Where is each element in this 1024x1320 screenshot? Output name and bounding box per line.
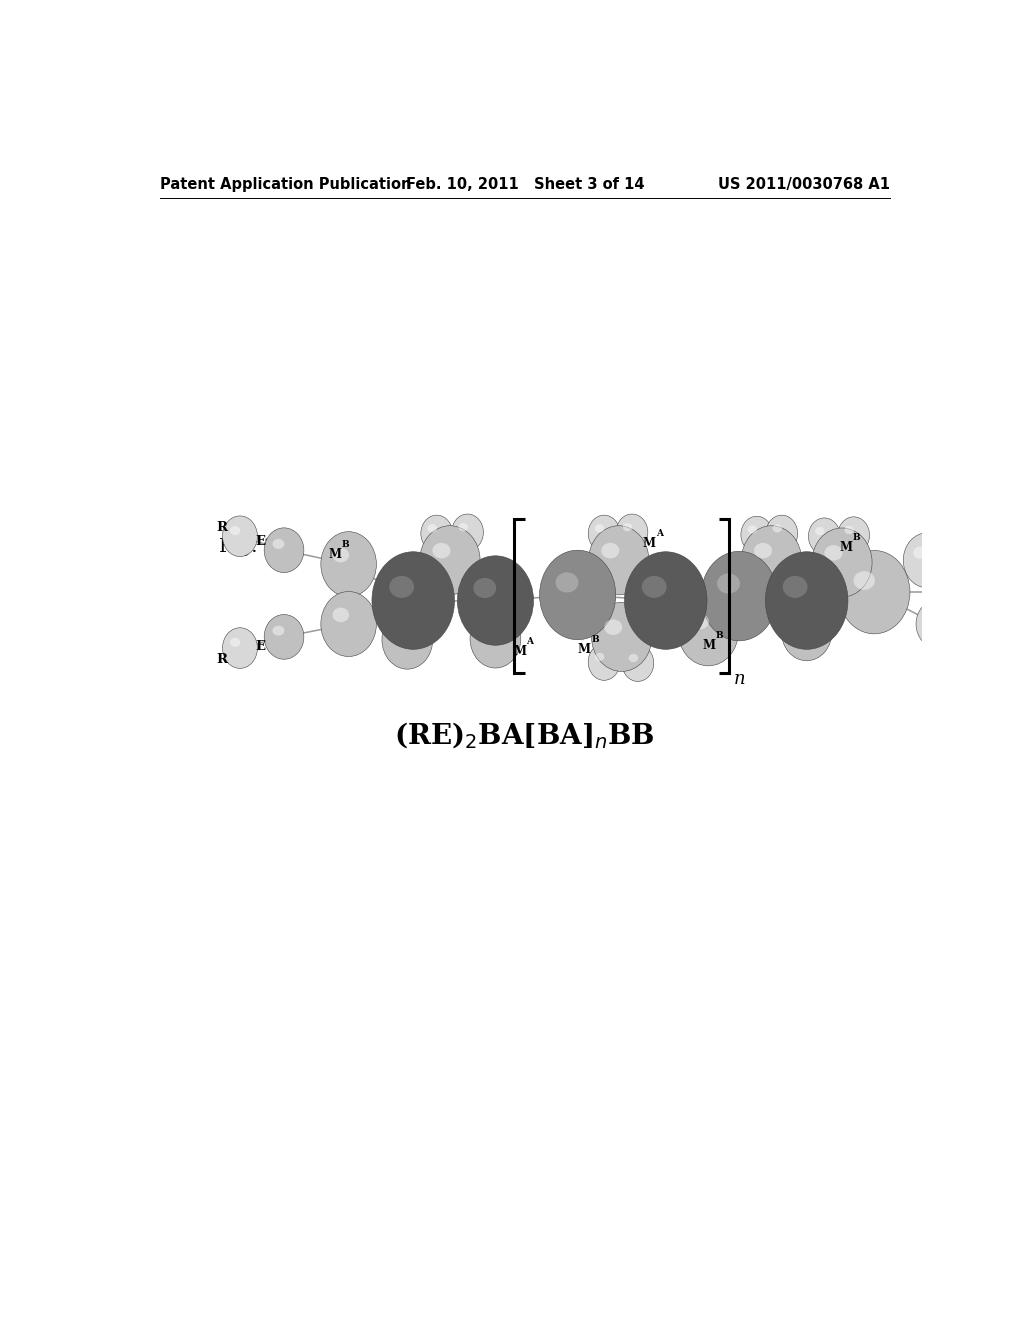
Ellipse shape: [625, 552, 707, 649]
Text: R: R: [217, 521, 228, 535]
Ellipse shape: [595, 524, 604, 532]
Ellipse shape: [372, 552, 455, 649]
Ellipse shape: [839, 550, 910, 634]
Ellipse shape: [701, 552, 777, 640]
Ellipse shape: [589, 525, 649, 595]
Ellipse shape: [766, 515, 798, 552]
Ellipse shape: [925, 612, 936, 623]
Ellipse shape: [459, 523, 468, 532]
Ellipse shape: [321, 532, 377, 597]
Ellipse shape: [432, 543, 451, 558]
Ellipse shape: [623, 523, 632, 532]
Ellipse shape: [421, 515, 453, 552]
Ellipse shape: [845, 525, 854, 535]
Ellipse shape: [717, 573, 740, 594]
Ellipse shape: [480, 623, 496, 638]
Ellipse shape: [616, 513, 648, 550]
Text: R: R: [217, 652, 228, 665]
Ellipse shape: [382, 610, 433, 669]
Ellipse shape: [229, 525, 241, 535]
Text: US 2011/0030768 A1: US 2011/0030768 A1: [718, 177, 890, 191]
Ellipse shape: [604, 619, 623, 635]
Ellipse shape: [264, 528, 304, 573]
Ellipse shape: [622, 645, 653, 681]
Ellipse shape: [272, 626, 285, 636]
Text: B: B: [342, 540, 349, 549]
Ellipse shape: [321, 591, 377, 656]
Ellipse shape: [470, 609, 521, 668]
Ellipse shape: [792, 616, 807, 630]
Ellipse shape: [595, 653, 604, 661]
Ellipse shape: [264, 615, 304, 659]
Ellipse shape: [222, 628, 257, 668]
Ellipse shape: [556, 573, 579, 593]
Ellipse shape: [913, 546, 928, 558]
Ellipse shape: [691, 614, 709, 630]
Ellipse shape: [333, 607, 349, 622]
Text: B: B: [716, 631, 724, 640]
Text: A: A: [655, 529, 663, 537]
Ellipse shape: [808, 517, 840, 554]
Ellipse shape: [629, 653, 638, 663]
Ellipse shape: [748, 525, 757, 533]
Ellipse shape: [854, 572, 874, 590]
Text: M: M: [513, 645, 526, 659]
Ellipse shape: [427, 524, 437, 532]
Ellipse shape: [588, 515, 620, 552]
Ellipse shape: [916, 601, 955, 647]
Ellipse shape: [458, 556, 534, 645]
Ellipse shape: [824, 545, 843, 561]
Ellipse shape: [838, 517, 869, 553]
Ellipse shape: [588, 644, 620, 680]
Ellipse shape: [420, 525, 480, 595]
Text: Fig. 3: Fig. 3: [219, 537, 276, 556]
Ellipse shape: [815, 527, 824, 535]
Ellipse shape: [754, 543, 772, 558]
Text: Feb. 10, 2011   Sheet 3 of 14: Feb. 10, 2011 Sheet 3 of 14: [406, 177, 644, 191]
Ellipse shape: [772, 524, 782, 532]
Ellipse shape: [389, 576, 414, 598]
Ellipse shape: [812, 528, 872, 597]
Ellipse shape: [222, 516, 257, 557]
Ellipse shape: [765, 552, 848, 649]
Ellipse shape: [642, 576, 667, 598]
Ellipse shape: [937, 569, 976, 615]
Ellipse shape: [473, 578, 497, 598]
Ellipse shape: [229, 638, 241, 647]
Text: B: B: [852, 533, 860, 541]
Text: A: A: [526, 638, 534, 647]
Text: n: n: [733, 671, 745, 688]
Ellipse shape: [781, 602, 833, 661]
Ellipse shape: [272, 539, 285, 549]
Text: M: M: [839, 541, 852, 554]
Text: B: B: [591, 635, 599, 644]
Text: M: M: [642, 537, 655, 550]
Text: M: M: [702, 639, 716, 652]
Ellipse shape: [678, 597, 738, 665]
Ellipse shape: [741, 516, 773, 553]
Ellipse shape: [452, 513, 483, 550]
Ellipse shape: [601, 543, 620, 558]
Ellipse shape: [782, 576, 808, 598]
Text: M: M: [328, 548, 341, 561]
Ellipse shape: [741, 525, 802, 595]
Text: E: E: [256, 536, 265, 548]
Ellipse shape: [392, 624, 408, 638]
Ellipse shape: [540, 550, 615, 640]
Ellipse shape: [592, 602, 652, 672]
Text: M: M: [578, 643, 591, 656]
Ellipse shape: [333, 548, 349, 562]
Text: Patent Application Publication: Patent Application Publication: [160, 177, 412, 191]
Ellipse shape: [945, 581, 956, 591]
Ellipse shape: [903, 533, 951, 587]
Text: E: E: [256, 640, 265, 653]
Text: (RE)$_2$BA[BA]$_n$BB: (RE)$_2$BA[BA]$_n$BB: [394, 721, 655, 751]
